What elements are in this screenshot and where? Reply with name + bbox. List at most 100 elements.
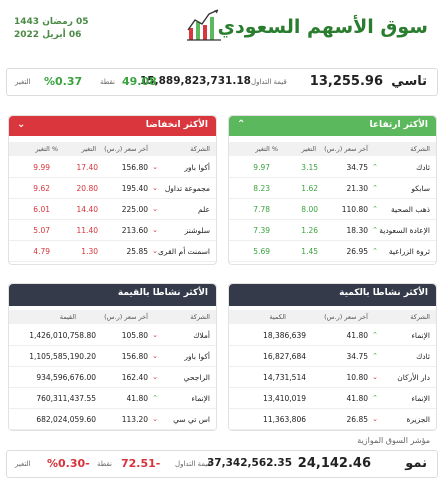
table-row[interactable]: ذهب الصحية 110.80 8.00 7.78 ⌃ xyxy=(229,200,436,220)
cell-company: مجموعة تداول xyxy=(164,184,210,193)
col-company: الشركة xyxy=(190,313,210,321)
table-row[interactable]: ثادك 34.75 16,827,684 ⌃ xyxy=(229,347,436,367)
gainers-table-header: الشركة آخر سعر (ر.س) التغير التغير % xyxy=(229,142,436,156)
table-row[interactable]: ثروة الزراعية 26.95 1.45 5.69 ⌃ xyxy=(229,242,436,262)
top-gainers-header: الأكثر ارتفاعا ⌃ xyxy=(229,116,436,136)
nomu-label: نمو xyxy=(405,456,427,471)
tasi-turnover-label: قيمة التداول xyxy=(251,78,287,86)
cell-company: اسمنت أم القرى xyxy=(158,247,210,256)
most-active-volume-panel: الأكثر نشاطا بالكمية الشركة آخر سعر (ر.س… xyxy=(228,283,437,431)
tasi-summary-bar: تاسي 13,255.96 قيمة التداول 15,889,823,7… xyxy=(6,68,438,96)
table-row[interactable]: أكوا باور 156.80 17.40 9.99 ⌄ xyxy=(9,158,216,178)
most-active-value-panel: الأكثر نشاطا بالقيمة الشركة آخر سعر (ر.س… xyxy=(8,283,217,431)
cell-volume: 16,827,684 xyxy=(263,352,306,361)
nomu-turnover-label: قيمة التداول xyxy=(175,460,211,468)
cell-volume: 18,386,639 xyxy=(263,331,306,340)
tasi-turnover: 15,889,823,731.18 xyxy=(140,75,251,87)
tasi-change-label: التغير xyxy=(15,78,31,86)
table-row[interactable]: سابكو 21.30 1.62 8.23 ⌃ xyxy=(229,179,436,199)
table-row[interactable]: اس تي سي 113.20 682,024,059.60 ⌄ xyxy=(9,410,216,430)
cell-last-price: 25.85 xyxy=(126,247,148,256)
tasi-value: 13,255.96 xyxy=(309,74,383,89)
top-gainers-title: الأكثر ارتفاعا xyxy=(369,120,428,130)
table-row[interactable]: الجزيرة 26.85 11,363,806 ⌄ xyxy=(229,410,436,430)
cell-company: ذهب الصحية xyxy=(390,205,430,214)
most-active-volume-header: الأكثر نشاطا بالكمية xyxy=(229,284,436,306)
cell-change-pct: 5.07 xyxy=(33,226,50,235)
nomu-caption: مؤشر السوق الموازية xyxy=(357,436,430,445)
cell-change-pct: 5.69 xyxy=(253,247,270,256)
cell-change: 11.40 xyxy=(76,226,98,235)
most-active-value-header: الأكثر نشاطا بالقيمة xyxy=(9,284,216,306)
cell-last-price: 113.20 xyxy=(121,415,148,424)
cell-change-pct: 6.01 xyxy=(33,205,50,214)
table-row[interactable]: أكوا باور 156.80 1,105,585,190.20 ⌄ xyxy=(9,347,216,367)
cell-value: 682,024,059.60 xyxy=(36,415,96,424)
table-row[interactable]: الإعادة السعودية 18.30 1.26 7.39 ⌃ xyxy=(229,221,436,241)
cell-company: ثادك xyxy=(416,352,430,361)
arrow-up-icon: ⌃ xyxy=(372,184,378,192)
cell-value: 1,105,585,190.20 xyxy=(29,352,96,361)
col-last-price: آخر سعر (ر.س) xyxy=(324,313,368,321)
cell-last-price: 156.80 xyxy=(121,163,148,172)
cell-last-price: 26.95 xyxy=(346,247,368,256)
cell-change-pct: 8.23 xyxy=(253,184,270,193)
cell-change: 1.30 xyxy=(81,247,98,256)
cell-change: 20.80 xyxy=(76,184,98,193)
table-row[interactable]: سلوشنز 213.60 11.40 5.07 ⌄ xyxy=(9,221,216,241)
table-row[interactable]: علم 225.00 14.40 6.01 ⌄ xyxy=(9,200,216,220)
cell-value: 934,596,676.00 xyxy=(36,373,96,382)
table-row[interactable]: مجموعة تداول 195.40 20.80 9.62 ⌄ xyxy=(9,179,216,199)
cell-company: دار الأركان xyxy=(397,373,430,382)
chart-logo-icon xyxy=(185,8,223,44)
table-row[interactable]: الإنماء 41.80 18,386,639 ⌃ xyxy=(229,326,436,346)
arrow-down-icon: ⌄ xyxy=(152,373,158,381)
arrow-down-icon: ⌄ xyxy=(152,352,158,360)
col-company: الشركة xyxy=(190,145,210,153)
col-last-price: آخر سعر (ر.س) xyxy=(104,313,148,321)
gregorian-date: 06 أبريل 2022 xyxy=(14,30,82,40)
table-row[interactable]: اسمنت أم القرى 25.85 1.30 4.79 ⌄ xyxy=(9,242,216,262)
cell-change: 8.00 xyxy=(301,205,318,214)
table-row[interactable]: الراجحي 162.40 934,596,676.00 ⌄ xyxy=(9,368,216,388)
table-row[interactable]: الإنماء 41.80 760,311,437.55 ⌃ xyxy=(9,389,216,409)
cell-company: الإعادة السعودية xyxy=(379,226,430,235)
arrow-up-icon: ⌃ xyxy=(372,247,378,255)
cell-value: 760,311,437.55 xyxy=(36,394,96,403)
losers-table-header: الشركة آخر سعر (ر.س) التغير التغير % xyxy=(9,142,216,156)
arrow-up-icon: ⌃ xyxy=(372,205,378,213)
cell-last-price: 18.30 xyxy=(346,226,368,235)
cell-change-pct: 9.62 xyxy=(33,184,50,193)
cell-change-pct: 9.97 xyxy=(253,163,270,172)
col-change: التغير xyxy=(301,145,316,153)
tasi-change: %0.37 xyxy=(44,75,83,88)
arrow-up-icon: ⌃ xyxy=(372,352,378,360)
col-last-price: آخر سعر (ر.س) xyxy=(104,145,148,153)
cell-company: الراجحي xyxy=(183,373,210,382)
cell-company: الإنماء xyxy=(411,394,430,403)
cell-company: سابكو xyxy=(411,184,430,193)
most-active-volume-title: الأكثر نشاطا بالكمية xyxy=(339,288,428,298)
table-row[interactable]: دار الأركان 10.80 14,731,514 ⌄ xyxy=(229,368,436,388)
top-gainers-panel: الأكثر ارتفاعا ⌃ الشركة آخر سعر (ر.س) ال… xyxy=(228,115,437,265)
col-value: القيمة xyxy=(59,313,76,321)
arrow-down-icon: ⌄ xyxy=(152,247,158,255)
cell-last-price: 41.80 xyxy=(346,394,368,403)
cell-volume: 11,363,806 xyxy=(263,415,306,424)
cell-last-price: 34.75 xyxy=(346,163,368,172)
nomu-value: 24,142.46 xyxy=(297,456,371,471)
table-row[interactable]: أملاك 105.80 1,426,010,758.80 ⌄ xyxy=(9,326,216,346)
cell-company: ثروة الزراعية xyxy=(388,247,430,256)
arrow-up-icon: ⌃ xyxy=(372,163,378,171)
cell-company: الإنماء xyxy=(411,331,430,340)
arrow-down-icon: ⌄ xyxy=(152,184,158,192)
value-table-header: الشركة آخر سعر (ر.س) القيمة xyxy=(9,310,216,324)
table-row[interactable]: ثادك 34.75 3.15 9.97 ⌃ xyxy=(229,158,436,178)
arrow-up-icon: ⌃ xyxy=(372,331,378,339)
col-change-pct: التغير % xyxy=(35,145,58,153)
col-change-pct: التغير % xyxy=(255,145,278,153)
cell-last-price: 10.80 xyxy=(346,373,368,382)
cell-last-price: 213.60 xyxy=(121,226,148,235)
table-row[interactable]: الإنماء 41.80 13,410,019 ⌃ xyxy=(229,389,436,409)
cell-volume: 13,410,019 xyxy=(263,394,306,403)
